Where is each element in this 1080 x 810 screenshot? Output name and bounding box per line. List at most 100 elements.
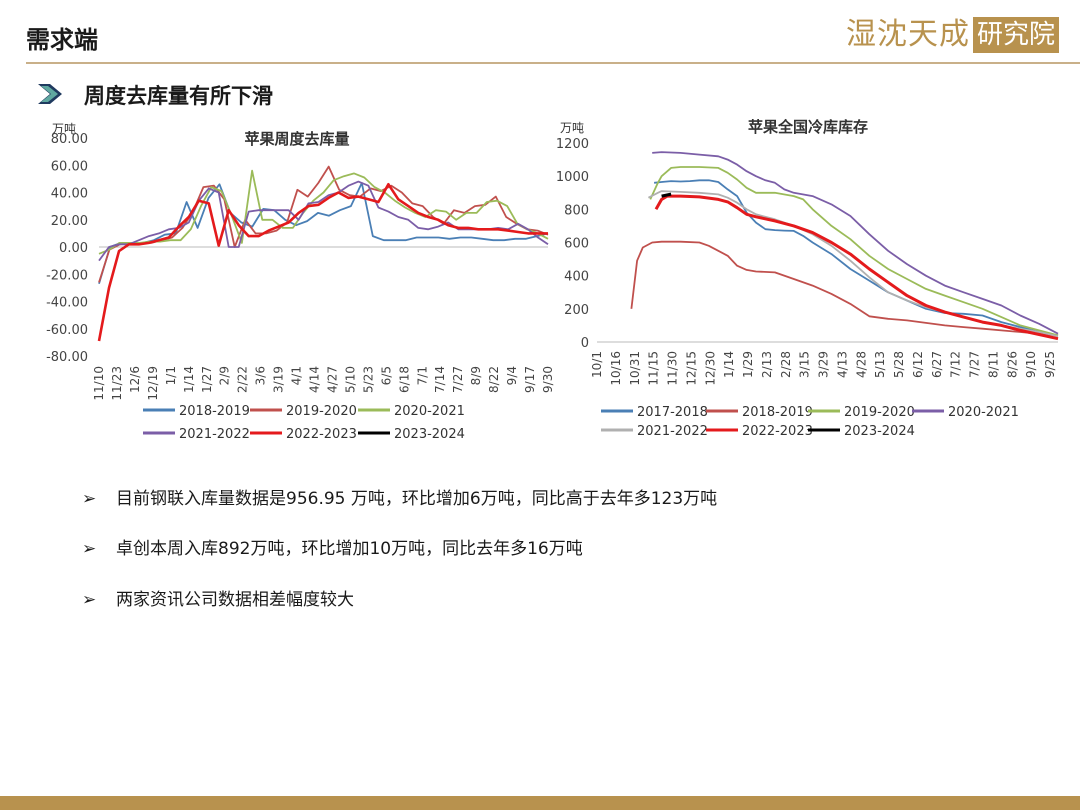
- x-tick-label: 2/22: [236, 366, 250, 393]
- chart1-title: 苹果周度去库量: [244, 130, 349, 148]
- x-tick-label: 5/28: [892, 351, 906, 378]
- series-line: [652, 151, 1059, 335]
- legend-label: 2019-2020: [844, 405, 915, 420]
- y-tick-label: 0.00: [59, 241, 88, 256]
- series-line: [649, 166, 1059, 337]
- x-tick-label: 9/25: [1043, 351, 1057, 378]
- bullet-text: 卓创本周入库892万吨，环比增加10万吨，同比去年多16万吨: [116, 539, 583, 559]
- series-line: [654, 179, 1059, 337]
- x-tick-label: 1/1: [164, 366, 178, 385]
- y-tick-label: 80.00: [51, 132, 88, 147]
- arrow-bullet-icon: ➢: [82, 489, 97, 509]
- x-tick-label: 6/18: [397, 366, 411, 393]
- brand-logo: 湿沈天成 研究院: [846, 15, 1060, 55]
- arrow-bullet-icon: ➢: [82, 539, 97, 559]
- x-tick-label: 7/27: [968, 351, 982, 378]
- y-tick-label: 1200: [556, 137, 589, 152]
- x-tick-label: 9/4: [505, 366, 519, 385]
- x-tick-label: 5/13: [873, 351, 887, 378]
- x-tick-label: 8/9: [469, 366, 483, 385]
- chart1-unit: 万吨: [52, 122, 76, 136]
- y-tick-label: 1000: [556, 170, 589, 185]
- footer-bar: [0, 796, 1080, 810]
- bullet-text: 两家资讯公司数据相差幅度较大: [116, 590, 354, 610]
- x-tick-label: 2/9: [218, 366, 232, 385]
- y-tick-label: 200: [564, 303, 589, 318]
- y-tick-label: -40.00: [46, 296, 88, 311]
- x-tick-label: 4/27: [325, 366, 339, 393]
- logo-text: 湿沈天成: [846, 17, 970, 52]
- y-tick-label: 40.00: [51, 187, 88, 202]
- x-tick-label: 6/12: [911, 351, 925, 378]
- x-tick-label: 12/30: [703, 351, 717, 386]
- y-tick-label: 800: [564, 203, 589, 218]
- x-tick-label: 5/10: [343, 366, 357, 393]
- y-tick-label: 400: [564, 270, 589, 285]
- x-tick-label: 7/27: [451, 366, 465, 393]
- x-tick-label: 10/31: [628, 351, 642, 386]
- weekly-destock-chart: 苹果周度去库量 万吨 80.00 60.00 40.00 20.00 0.00 -20.0…: [46, 122, 555, 442]
- x-tick-label: 1/14: [182, 366, 196, 393]
- series-line: [97, 183, 548, 342]
- header-divider: [26, 62, 1080, 64]
- legend-label: 2020-2021: [394, 404, 465, 419]
- y-tick-label: 600: [564, 237, 589, 252]
- x-tick-label: 1/14: [722, 351, 736, 378]
- legend-label: 2021-2022: [637, 424, 708, 439]
- x-tick-label: 4/14: [308, 366, 322, 393]
- legend-label: 2019-2020: [286, 404, 357, 419]
- series-line: [654, 194, 1059, 341]
- bullet-text: 目前钢联入库量数据是956.95 万吨，环比增加6万吨，同比高于去年多123万吨: [116, 489, 718, 509]
- x-tick-label: 8/11: [986, 351, 1000, 378]
- x-tick-label: 3/29: [817, 351, 831, 378]
- x-tick-label: 1/27: [200, 366, 214, 393]
- x-tick-label: 3/6: [254, 366, 268, 385]
- y-tick-label: 60.00: [51, 159, 88, 174]
- y-tick-label: -80.00: [46, 350, 88, 365]
- x-tick-label: 10/1: [590, 351, 604, 378]
- x-tick-label: 8/26: [1005, 351, 1019, 378]
- x-tick-label: 9/30: [541, 366, 555, 393]
- legend-label: 2023-2024: [844, 424, 915, 439]
- x-tick-label: 4/28: [854, 351, 868, 378]
- x-tick-label: 11/15: [647, 351, 661, 386]
- x-tick-label: 4/1: [290, 366, 304, 385]
- page-title: 需求端: [26, 25, 98, 54]
- y-tick-label: 0: [581, 336, 589, 351]
- x-tick-label: 2/13: [760, 351, 774, 378]
- series-line: [630, 240, 1059, 337]
- y-tick-label: 20.00: [51, 214, 88, 229]
- bullet-item: ➢ 目前钢联入库量数据是956.95 万吨，环比增加6万吨，同比高于去年多123万…: [82, 484, 717, 509]
- x-tick-label: 12/15: [684, 351, 698, 386]
- x-tick-label: 6/27: [930, 351, 944, 378]
- series-line: [98, 165, 549, 283]
- x-tick-label: 11/23: [110, 366, 124, 401]
- series-line: [98, 169, 549, 255]
- chart2-title: 苹果全国冷库库存: [748, 118, 868, 136]
- x-tick-label: 3/15: [798, 351, 812, 378]
- x-tick-label: 3/19: [272, 366, 286, 393]
- y-tick-label: -20.00: [46, 268, 88, 283]
- legend-label: 2020-2021: [948, 405, 1019, 420]
- arrow-bullet-icon: ➢: [82, 590, 97, 610]
- cold-storage-chart: 苹果全国冷库库存 万吨 1200 1000 800 600 400 200 0 10/1 10…: [556, 118, 1059, 439]
- x-tick-label: 10/16: [609, 351, 623, 386]
- x-tick-label: 12/19: [146, 366, 160, 401]
- x-tick-label: 6/5: [379, 366, 393, 385]
- x-tick-label: 7/1: [415, 366, 429, 385]
- chevron-right-icon: [38, 84, 62, 104]
- legend-label: 2022-2023: [286, 427, 357, 442]
- bullet-item: ➢ 卓创本周入库892万吨，环比增加10万吨，同比去年多16万吨: [82, 534, 583, 559]
- y-tick-label: -60.00: [46, 323, 88, 338]
- x-tick-label: 9/17: [523, 366, 537, 393]
- legend-label: 2018-2019: [742, 405, 813, 420]
- x-tick-label: 7/14: [433, 366, 447, 393]
- x-tick-label: 1/29: [741, 351, 755, 378]
- logo-badge: 研究院: [973, 17, 1060, 53]
- section-subtitle: 周度去库量有所下滑: [84, 83, 273, 108]
- x-tick-label: 5/23: [361, 366, 375, 393]
- bullet-item: ➢ 两家资讯公司数据相差幅度较大: [82, 585, 354, 610]
- x-tick-label: 12/6: [128, 366, 142, 393]
- legend-label: 2021-2022: [179, 427, 250, 442]
- x-tick-label: 2/28: [779, 351, 793, 378]
